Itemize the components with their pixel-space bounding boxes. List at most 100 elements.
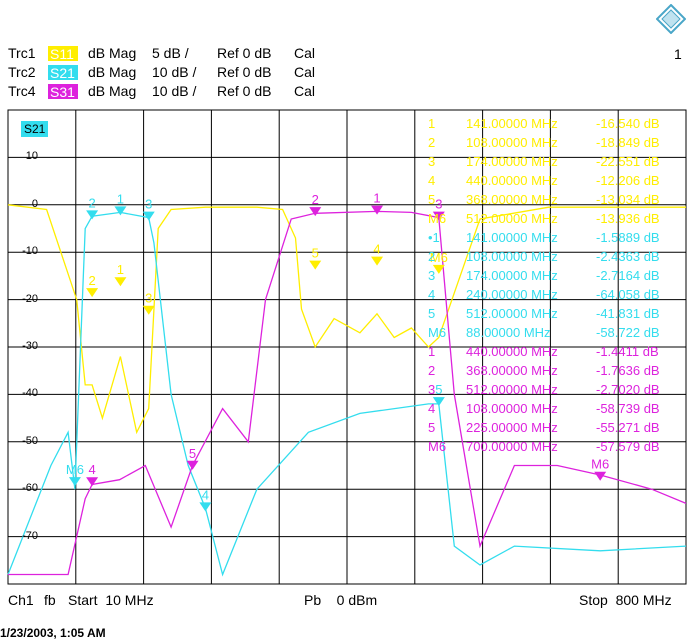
page-number: 1 [674,46,682,62]
marker-triangle [142,305,155,315]
marker-readout-id: 4 [428,173,436,188]
trace-name: Trc1 [8,45,36,61]
marker-triangle [114,277,127,287]
marker-readout-freq: 108.00000 MHz [466,401,558,416]
marker-label: M6 [66,462,84,477]
active-trace-label[interactable]: S21 [21,121,49,137]
marker-triangle [86,477,99,487]
marker-readout-val: -1.4411 dB [596,344,659,359]
marker-triangle [309,260,322,270]
footer-start: Start 10 MHz [68,592,154,608]
marker-readout-id: M6 [428,439,447,454]
trace-format: dB Mag [88,83,137,99]
marker-label: 4 [88,462,95,477]
marker-label: 5 [189,446,196,461]
trace-line-s31 [8,210,687,576]
y-tick-label: -70 [22,529,38,542]
marker-label: 3 [145,197,152,212]
marker-label: 2 [88,195,95,210]
marker-readout-freq: 440.00000 MHz [466,173,558,188]
footer-stop: Stop 800 MHz [579,592,672,608]
trace-scale: 10 dB / [152,64,197,80]
marker-readout-id: 4 [428,401,436,416]
marker-label: 2 [88,273,95,288]
marker-readout-freq: 141.00000 MHz [466,230,558,245]
marker-label: 1 [373,191,380,206]
marker-triangle [86,210,99,220]
plot-markers: 1 2 3 4 5 M6 1 2 3 4 5 M6 1 2 3 4 5 M6 [66,191,609,512]
marker-readout-freq: 108.00000 MHz [466,249,558,264]
marker-readout-id: •1 [428,230,440,245]
marker-readout-id: 3 [428,268,436,283]
marker-readout-val: -1.5889 dB [596,230,660,245]
marker-readout-val: -58.739 dB [596,401,660,416]
marker-triangle [432,397,445,407]
marker-triangle [432,211,445,221]
marker-label: 4 [202,487,209,502]
marker-triangle [371,205,384,215]
trace-param-badge: S11 [48,46,78,62]
marker-readout-id: 2 [428,135,436,150]
marker-triangle [186,460,199,470]
marker-readout-id: 1 [428,116,436,131]
marker-triangle [199,502,212,512]
trace-scale: 10 dB / [152,83,197,99]
marker-readout-freq: 440.00000 MHz [466,344,558,359]
marker-readout-freq: 174.00000 MHz [466,154,558,169]
marker-label: 1 [117,191,124,206]
marker-readout-freq: 700.00000 MHz [466,439,558,454]
marker-readout-val: -22.551 dB [596,154,660,169]
marker-label: M6 [430,250,448,265]
marker-triangle [432,264,445,274]
y-tick-label: 10 [25,150,38,163]
marker-label: 5 [435,382,442,397]
marker-triangle [594,471,607,481]
marker-readout-freq: 512.00000 MHz [466,382,558,397]
marker-triangle [309,207,322,217]
trace-ref: Ref 0 dB [217,45,272,61]
trace-param-badge: S31 [48,84,78,100]
marker-label: 4 [373,242,380,257]
marker-readout-val: -13.034 dB [596,192,660,207]
y-tick-label: -40 [22,387,38,400]
marker-label: 5 [312,246,319,261]
marker-triangle [68,477,81,487]
marker-label: M6 [591,457,609,472]
trace-scale: 5 dB / [152,45,189,61]
marker-readout-val: -12.206 dB [596,173,660,188]
marker-readout-id: M6 [428,325,447,340]
marker-readout-id: 3 [428,382,436,397]
footer-power: Pb 0 dBm [304,592,378,608]
trace-ref: Ref 0 dB [217,83,272,99]
y-tick-label: -20 [22,292,38,305]
trace-name: Trc2 [8,64,36,80]
marker-triangle [114,206,127,216]
marker-readout-freq: 88.00000 MHz [466,325,551,340]
marker-readout-freq: 174.00000 MHz [466,268,558,283]
marker-readout-id: 1 [428,344,436,359]
marker-readout-id: 5 [428,192,436,207]
y-tick-label: -30 [22,340,38,352]
marker-readout-freq: 141.00000 MHz [466,116,558,131]
y-tick-label: -60 [22,482,38,495]
marker-readout-freq: 368.00000 MHz [466,363,558,378]
marker-readout-val: -55.271 dB [596,420,660,435]
marker-readout-val: -2.7164 dB [596,268,660,283]
marker-readout-id: 5 [428,306,436,321]
marker-readout-id: 2 [428,249,436,264]
trace-cal: Cal [294,83,316,99]
trace-param-badge: S21 [48,65,78,81]
y-tick-label: -10 [22,245,38,258]
rohde-schwarz-logo [656,4,686,34]
trace-format: dB Mag [88,64,137,80]
marker-readout-id: 3 [428,154,436,169]
marker-triangle [142,211,155,221]
marker-readout-val: -41.831 dB [596,306,660,321]
marker-readout-val: -1.7636 dB [596,363,660,378]
marker-readout-val: -13.936 dB [596,211,660,226]
trace-cal: Cal [294,64,316,80]
marker-readout-freq: 225.00000 MHz [466,420,558,435]
marker-readout-freq: 108.00000 MHz [466,135,558,150]
